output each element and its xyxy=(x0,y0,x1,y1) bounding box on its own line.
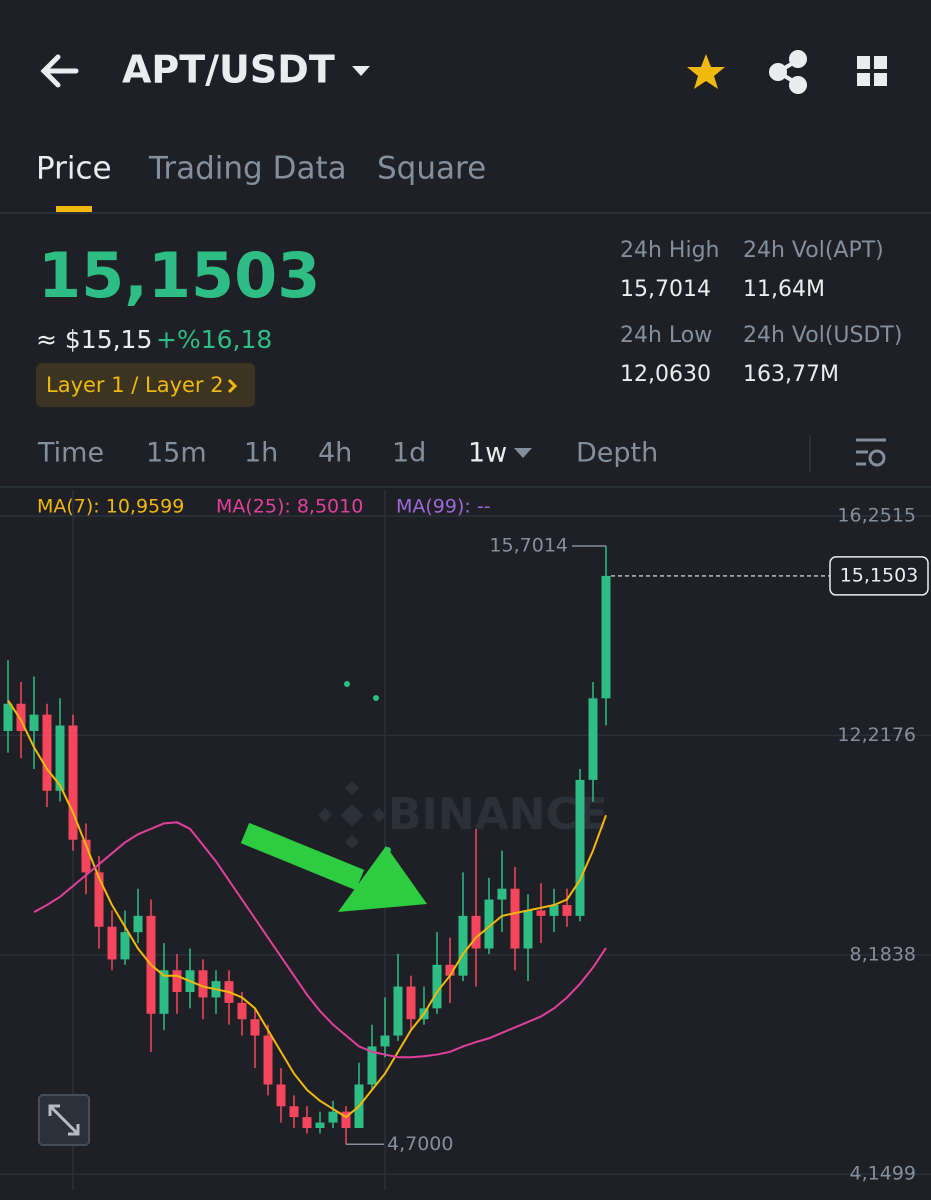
watermark: BINANCE xyxy=(318,781,608,849)
candle-body xyxy=(133,915,143,933)
tab[interactable]: Price xyxy=(36,151,112,187)
candle-body xyxy=(523,910,533,949)
candle-body xyxy=(562,904,572,916)
ma-line xyxy=(7,699,607,1119)
y-tick-label: 16,2515 xyxy=(837,505,916,527)
candle-body xyxy=(250,1019,260,1036)
candle-body xyxy=(341,1111,351,1128)
candle-body xyxy=(484,899,494,949)
stat-label: 24h Vol(APT) xyxy=(743,238,884,263)
candle-body xyxy=(68,725,78,840)
candle-body xyxy=(16,703,26,731)
tag[interactable]: Layer 1 / Layer 2 xyxy=(46,373,224,397)
stat-label: 24h Vol(USDT) xyxy=(743,323,902,348)
high-label: 15,7014 xyxy=(489,534,568,556)
candle-body xyxy=(237,1002,247,1020)
interval[interactable]: Time xyxy=(37,438,104,469)
tab-indicator xyxy=(56,206,92,212)
candle-body xyxy=(29,714,39,731)
share-button[interactable] xyxy=(769,50,807,94)
stat-label: 24h High xyxy=(620,238,720,263)
candle-body xyxy=(536,910,546,916)
interval[interactable]: 15m xyxy=(146,438,207,469)
candle-body xyxy=(94,872,104,927)
candle-body xyxy=(601,575,611,699)
candle-body xyxy=(588,698,598,780)
interval[interactable]: 1h xyxy=(244,438,278,469)
candle-body xyxy=(432,964,442,1009)
candle-body xyxy=(471,915,481,949)
y-tick-label: 4,1499 xyxy=(850,1163,916,1185)
candle-body xyxy=(393,986,403,1036)
candle-body xyxy=(42,714,52,791)
candle-body xyxy=(55,725,65,791)
ma-legend: MA(7): 10,9599 xyxy=(37,496,184,518)
candle-body xyxy=(406,986,416,1020)
tag-chevron xyxy=(227,378,238,394)
interval[interactable]: 4h xyxy=(318,438,352,469)
y-tick-label: 12,2176 xyxy=(837,724,916,746)
tab[interactable]: Trading Data xyxy=(148,151,347,187)
tab[interactable]: Square xyxy=(377,151,486,187)
low-label: 4,7000 xyxy=(387,1133,453,1155)
candle-body xyxy=(3,703,13,731)
menu-button[interactable] xyxy=(857,56,887,86)
candle-body xyxy=(367,1046,377,1085)
candle-body xyxy=(198,970,208,998)
candle-body xyxy=(549,904,559,916)
last-price-label: 15,1503 xyxy=(840,564,919,586)
fiat-price: ≈ $15,15 xyxy=(36,325,152,354)
candle-body xyxy=(276,1084,286,1107)
expand-button[interactable] xyxy=(38,1094,90,1146)
price-change: +%16,18 xyxy=(156,325,272,354)
candle-body xyxy=(159,970,169,1014)
last-price: 15,1503 xyxy=(38,239,320,312)
stat-value: 11,64M xyxy=(743,277,825,302)
stat-value: 12,0630 xyxy=(620,362,711,387)
candle-body xyxy=(120,932,130,960)
candle-body xyxy=(263,1035,273,1085)
candle-body xyxy=(315,1122,325,1128)
tag-box[interactable] xyxy=(36,363,255,407)
interval[interactable]: 1w xyxy=(468,438,507,469)
y-tick-label: 8,1838 xyxy=(850,943,916,965)
watermark-text: BINANCE xyxy=(388,789,608,840)
chart-settings[interactable] xyxy=(856,438,886,467)
ma-line xyxy=(33,821,607,1059)
candle-body xyxy=(172,970,182,993)
marker-dot xyxy=(373,695,379,701)
candle-body xyxy=(575,779,585,916)
stat-value: 15,7014 xyxy=(620,277,711,302)
annotation-arrow xyxy=(240,822,427,912)
interval[interactable]: 1d xyxy=(392,438,426,469)
interval-dropdown[interactable] xyxy=(514,448,532,458)
candle-body xyxy=(510,888,520,949)
plot: 16,2515 12,2176 8,1838 4,1499 15,7014 4,7000 1… xyxy=(3,505,929,1185)
candle-body xyxy=(497,888,507,900)
candle-body xyxy=(458,915,468,976)
pair-title[interactable]: APT/USDT xyxy=(122,48,335,92)
marker-dot xyxy=(344,681,350,687)
candle-body xyxy=(107,926,117,960)
stat-label: 24h Low xyxy=(620,323,712,348)
ma-legend: MA(99): -- xyxy=(396,496,491,518)
candle-body xyxy=(445,964,455,976)
interval[interactable]: Depth xyxy=(576,438,658,469)
candle-body xyxy=(380,1035,390,1047)
pair-dropdown[interactable] xyxy=(352,66,370,76)
ma-legend: MA(25): 8,5010 xyxy=(216,496,363,518)
candle-body xyxy=(302,1117,312,1128)
stat-value: 163,77M xyxy=(743,362,839,387)
candle-body xyxy=(328,1111,338,1123)
candle-body xyxy=(81,839,91,873)
favorite-star[interactable] xyxy=(687,54,725,89)
candle-body xyxy=(289,1106,299,1118)
back-button[interactable] xyxy=(40,54,79,88)
last-price-box xyxy=(829,556,929,596)
